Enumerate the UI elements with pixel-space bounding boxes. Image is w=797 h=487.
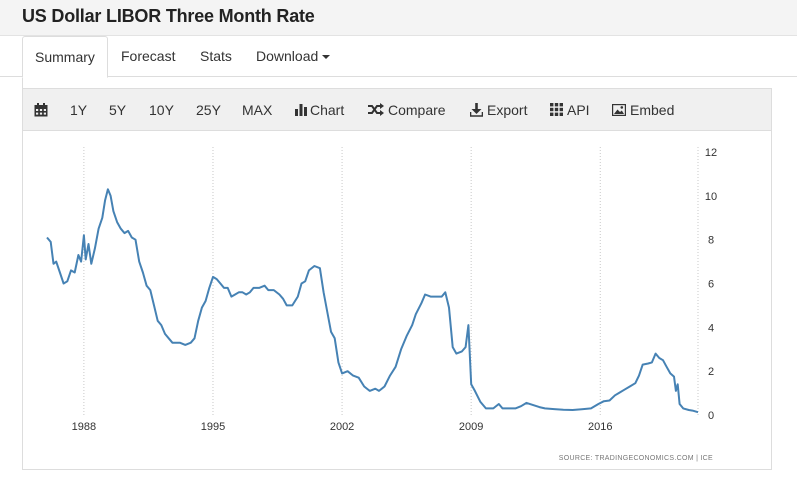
range-1y-button[interactable]: 1Y <box>70 102 88 118</box>
range-25y-button[interactable]: 25Y <box>196 102 221 118</box>
x-tick-label: 2016 <box>588 421 612 433</box>
y-axis: 0 2 4 6 8 10 12 <box>705 147 717 422</box>
download-icon <box>470 102 483 117</box>
chart-toolbar: 1Y 5Y 10Y 25Y MAX Chart Compare Export <box>23 89 771 131</box>
chart-panel: 1Y 5Y 10Y 25Y MAX Chart Compare Export <box>22 88 772 470</box>
y-tick-label: 0 <box>708 410 714 422</box>
embed-label: Embed <box>630 102 675 118</box>
y-tick-label: 2 <box>708 366 714 378</box>
x-tick-label: 2009 <box>459 421 483 433</box>
calendar-button[interactable] <box>34 89 52 131</box>
compare-button[interactable]: Compare <box>368 89 446 131</box>
compare-label: Compare <box>388 102 446 118</box>
y-tick-label: 10 <box>705 191 717 203</box>
x-tick-label: 1988 <box>72 421 96 433</box>
export-label: Export <box>487 102 528 118</box>
range-max-button[interactable]: MAX <box>242 102 273 118</box>
x-axis: 1988 1995 2002 2009 2016 <box>72 421 613 433</box>
api-label: API <box>567 102 590 118</box>
tab-forecast[interactable]: Forecast <box>121 48 176 64</box>
embed-button[interactable]: Embed <box>612 89 674 131</box>
x-tick-label: 2002 <box>330 421 354 433</box>
bar-chart-icon <box>295 104 307 117</box>
y-tick-label: 12 <box>705 147 717 159</box>
range-5y-button[interactable]: 5Y <box>109 102 127 118</box>
tab-summary[interactable]: Summary <box>22 36 108 78</box>
source-label: SOURCE: TRADINGECONOMICS.COM | ICE <box>559 455 713 462</box>
calendar-icon <box>34 102 48 117</box>
grid-icon <box>550 103 563 117</box>
chart-type-label: Chart <box>310 102 345 118</box>
x-tick-label: 1995 <box>201 421 225 433</box>
series-layer <box>46 188 699 414</box>
tab-download[interactable]: Download <box>244 36 342 77</box>
libor-line-chart: 0 2 4 6 8 10 12 1988 1995 2002 2009 2016 SOURCE: T… <box>46 147 717 462</box>
page-header: US Dollar LIBOR Three Month Rate <box>0 0 797 36</box>
api-button[interactable]: API <box>550 89 590 131</box>
page-title: US Dollar LIBOR Three Month Rate <box>22 6 315 26</box>
y-tick-label: 8 <box>708 235 714 247</box>
shuffle-icon <box>368 103 384 117</box>
tab-download-label: Download <box>256 48 319 64</box>
chart-area: 0 2 4 6 8 10 12 1988 1995 2002 2009 2016 SOURCE: T… <box>23 132 771 469</box>
series-line <box>46 188 699 414</box>
image-icon <box>612 103 626 116</box>
chart-type-button[interactable]: Chart <box>295 89 344 131</box>
tab-stats[interactable]: Stats <box>200 48 232 64</box>
y-tick-label: 4 <box>708 322 714 334</box>
export-button[interactable]: Export <box>470 89 527 131</box>
y-tick-label: 6 <box>708 279 714 291</box>
tab-bar: Summary Forecast Stats Download <box>0 36 797 113</box>
range-10y-button[interactable]: 10Y <box>149 102 174 118</box>
caret-down-icon <box>322 55 331 60</box>
